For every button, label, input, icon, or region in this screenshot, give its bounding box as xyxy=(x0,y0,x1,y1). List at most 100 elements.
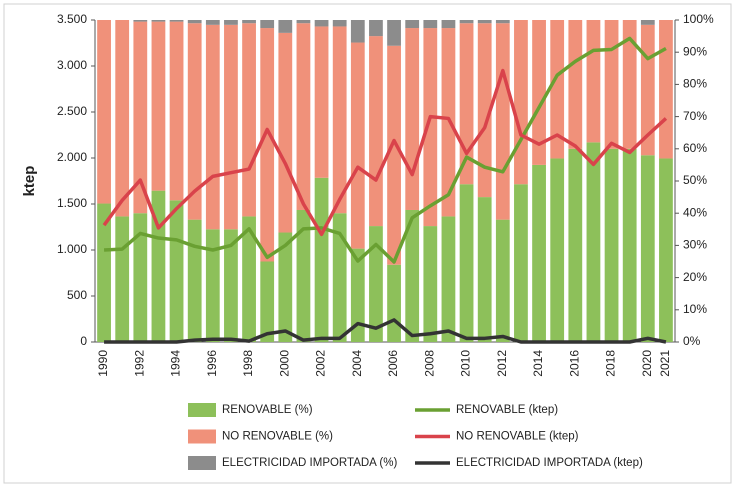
x-tick-label: 2006 xyxy=(386,350,400,377)
bar-segment xyxy=(459,184,474,342)
bar-segment xyxy=(622,148,637,342)
bar-segment xyxy=(604,148,619,342)
y2-tick-label: 0% xyxy=(683,334,701,348)
legend-swatch xyxy=(188,456,216,470)
legend-label: RENOVABLE (ktep) xyxy=(456,404,558,416)
x-tick-label: 2016 xyxy=(567,350,581,377)
legend-label: RENOVABLE (%) xyxy=(222,404,313,416)
y2-tick-label: 20% xyxy=(683,270,707,284)
x-tick-label: 1996 xyxy=(205,350,219,377)
legend-swatch xyxy=(188,429,216,444)
bar-segment xyxy=(205,24,220,230)
y2-tick-label: 60% xyxy=(683,141,707,155)
bar-segment xyxy=(532,20,546,165)
bar-segment xyxy=(369,36,383,227)
bar-segment xyxy=(296,23,311,210)
y2-tick-label: 10% xyxy=(683,302,707,316)
x-tick-label: 2021 xyxy=(658,350,672,377)
bar-segment xyxy=(405,28,420,210)
frame xyxy=(3,3,732,484)
bar-segment xyxy=(169,21,184,201)
bar-segment xyxy=(659,158,673,342)
bar-segment xyxy=(568,20,583,149)
line xyxy=(103,36,667,264)
bar-segment xyxy=(622,20,637,149)
bar-segment xyxy=(332,213,347,342)
bar-segment xyxy=(387,20,401,46)
bar-segment xyxy=(115,216,130,342)
bar-segment xyxy=(568,148,583,342)
bar-segment xyxy=(350,20,365,43)
bar-segment xyxy=(405,20,420,29)
bar-segment xyxy=(133,213,148,342)
bar-segment xyxy=(423,226,438,342)
y-tick-label: 3.500 xyxy=(57,12,87,26)
bar-segment xyxy=(314,177,329,342)
bar-segment xyxy=(423,28,438,227)
line xyxy=(104,318,667,344)
y-axis-label: ktep xyxy=(21,166,38,197)
bar-segment xyxy=(187,23,202,220)
bar-segment xyxy=(441,20,456,29)
y2-tick-label: 40% xyxy=(683,205,707,219)
bar-segment xyxy=(278,232,293,342)
x-tick-label: 2004 xyxy=(350,350,364,377)
bar-segment xyxy=(205,20,220,25)
bar-segment xyxy=(260,28,275,262)
bar-segment xyxy=(350,42,365,249)
bar-segment xyxy=(369,226,383,342)
bar-segment xyxy=(659,20,673,159)
bar-segment xyxy=(151,190,166,342)
x-tick-label: 2008 xyxy=(422,350,436,377)
bar-segment xyxy=(387,45,401,265)
bar-segment xyxy=(187,219,202,342)
bar-segment xyxy=(423,20,438,29)
bar-segment xyxy=(586,20,601,143)
bar-segment xyxy=(350,248,365,342)
bar-segment xyxy=(97,20,111,204)
bar-segment xyxy=(224,20,238,25)
x-tick-label: 2020 xyxy=(640,350,654,377)
bar-segment xyxy=(332,26,347,214)
bar-segment xyxy=(314,20,329,27)
bar-segment xyxy=(550,158,565,342)
bar-segment xyxy=(151,21,166,191)
bar-segment xyxy=(640,20,655,25)
y2-tick-label: 50% xyxy=(683,173,707,187)
legend-label: ELECTRICIDAD IMPORTADA (%) xyxy=(222,457,397,469)
y2-tick-label: 80% xyxy=(683,77,707,91)
bar-segment xyxy=(514,20,528,185)
bar-segment xyxy=(151,20,166,22)
legend-label: ELECTRICIDAD IMPORTADA (ktep) xyxy=(456,457,643,469)
bar-segment xyxy=(224,24,238,230)
bar-segment xyxy=(640,155,655,342)
x-tick-label: 2012 xyxy=(495,350,509,377)
bar-segment xyxy=(278,32,293,233)
y2-tick-label: 70% xyxy=(683,109,707,123)
legend-label: NO RENOVABLE (ktep) xyxy=(456,431,579,443)
x-tick-label: 1992 xyxy=(132,350,146,377)
bar-segment xyxy=(405,209,420,342)
y2-tick-label: 90% xyxy=(683,44,707,58)
bar-segment xyxy=(477,20,492,24)
bar-segment xyxy=(242,216,256,342)
bar-segment xyxy=(586,142,601,342)
bar-segment xyxy=(187,20,202,24)
bar-segment xyxy=(550,20,565,159)
y-tick-label: 2.500 xyxy=(57,104,87,118)
bar-segment xyxy=(532,164,546,342)
bar-segment xyxy=(459,20,474,24)
bar-segment xyxy=(133,21,148,214)
bar-segment xyxy=(369,20,383,37)
y-tick-label: 3.000 xyxy=(57,58,87,72)
bar-segment xyxy=(242,23,256,217)
line xyxy=(102,68,668,237)
bar-segment xyxy=(133,20,148,22)
bar-segment xyxy=(97,203,111,342)
bar-segment xyxy=(441,216,456,342)
y-tick-label: 0 xyxy=(80,334,87,348)
y2-tick-label: 100% xyxy=(683,12,714,26)
y-tick-label: 1.500 xyxy=(57,196,87,210)
x-tick-label: 1998 xyxy=(241,350,255,377)
